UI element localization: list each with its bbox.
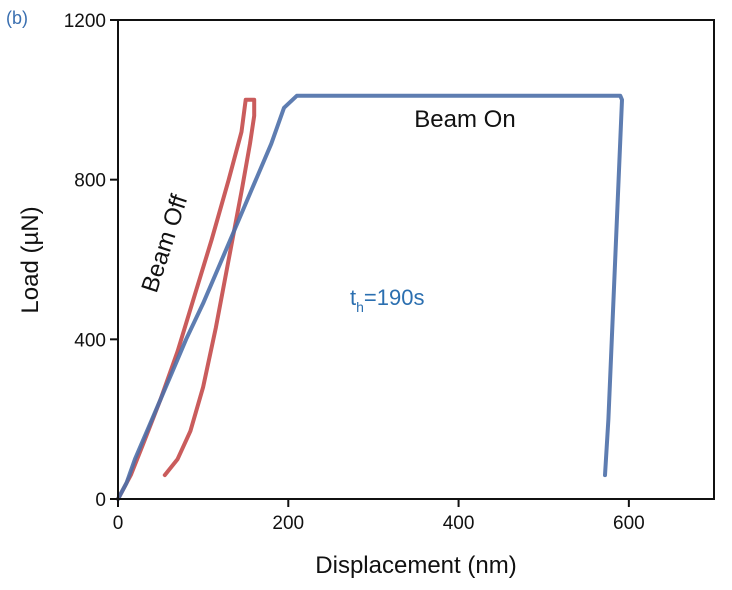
y-tick-label: 0 (95, 490, 106, 511)
beam-on-label: Beam On (414, 106, 515, 133)
y-tick-label: 400 (74, 330, 106, 351)
y-axis-title: Load (µN) (17, 206, 44, 313)
holding-time-t: t (350, 285, 356, 310)
panel-label: (b) (6, 8, 28, 28)
series-line-beam-on (116, 93, 624, 501)
plot-frame (117, 19, 715, 500)
beam-off-label: Beam Off (136, 191, 193, 296)
ticks-layer: 0 200 400 600 0 400 800 1200 (64, 11, 645, 534)
holding-time-label: th=190s (350, 285, 424, 315)
x-tick-label: 0 (113, 513, 124, 534)
series-layer (116, 93, 624, 501)
series-line-beam-off (116, 97, 257, 501)
y-tick-label: 800 (74, 171, 106, 192)
x-tick-label: 600 (613, 513, 645, 534)
x-axis-title: Displacement (nm) (315, 552, 516, 579)
x-tick-label: 400 (443, 513, 475, 534)
x-tick-label: 200 (272, 513, 304, 534)
holding-time-value: =190s (364, 285, 425, 310)
y-tick-label: 1200 (64, 11, 106, 32)
holding-time-subscript: h (356, 299, 364, 315)
